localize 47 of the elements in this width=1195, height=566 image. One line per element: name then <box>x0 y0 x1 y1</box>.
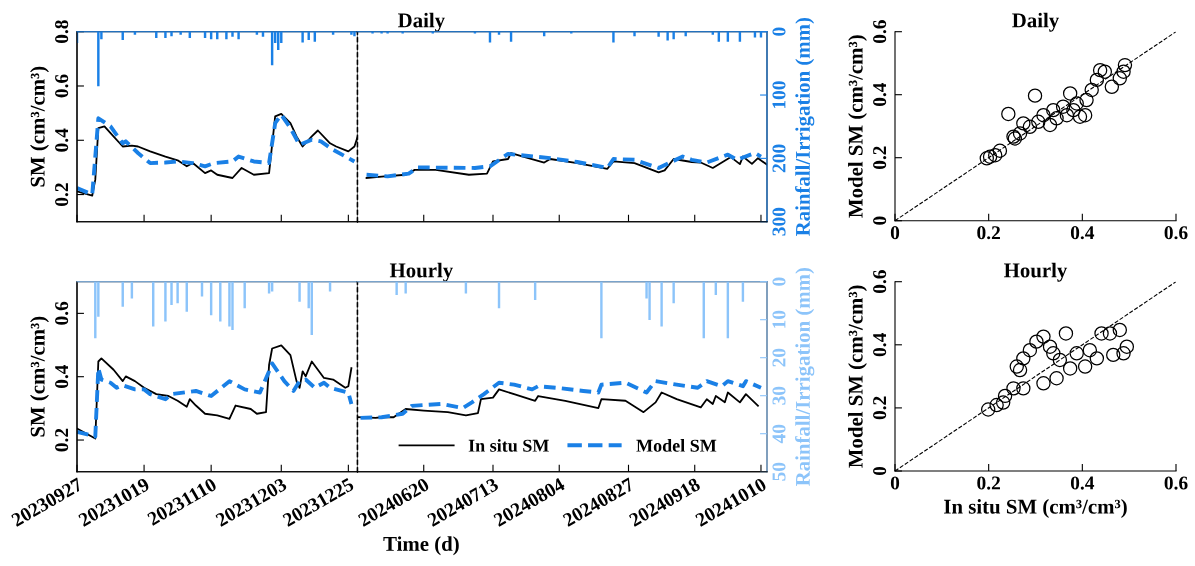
y-axis-title: Model SM (cm³/cm³) <box>848 35 867 218</box>
x-axis-title: In situ SM (cm³/cm³) <box>944 499 1127 518</box>
y-tick-label: 0.2 <box>55 183 69 206</box>
y-tick-label: 0.8 <box>55 20 69 44</box>
x-axis-title: Time (d) <box>383 536 459 556</box>
chart-title: Hourly <box>389 262 454 282</box>
y-axis-title: SM (cm³/cm³) <box>30 316 49 437</box>
y-tick-label: 0.2 <box>55 428 69 452</box>
y2-tick-label: 0 <box>772 27 786 36</box>
y-tick-label: 0.6 <box>55 74 69 98</box>
x-tick-label: 0.2 <box>977 476 1000 490</box>
y-tick-label: 0.6 <box>873 20 887 44</box>
x-tick-label: 0.6 <box>1164 226 1188 240</box>
x-tick-label: 0.4 <box>1070 476 1095 490</box>
y-tick-label: 0.6 <box>873 270 887 294</box>
chart-title: Hourly <box>1004 262 1068 282</box>
x-tick-label: 0.4 <box>1070 226 1095 240</box>
legend-label: In situ SM <box>468 439 549 452</box>
y2-tick-label: 30 <box>772 386 786 405</box>
y2-tick-label: 20 <box>772 348 786 367</box>
y-tick-label: 0.4 <box>55 128 69 152</box>
y2-axis-title: Rainfall/Irrigation (mm) <box>795 17 815 236</box>
y2-tick-label: 10 <box>772 310 786 328</box>
y2-tick-label: 0 <box>772 277 786 286</box>
x-tick-label: 0.6 <box>1164 476 1188 490</box>
y2-tick-label: 40 <box>772 424 786 444</box>
y-axis-title: SM (cm³/cm³) <box>30 66 49 187</box>
legend-label: Model SM <box>636 439 717 452</box>
chart-title: Daily <box>398 12 445 32</box>
x-tick-label: 0 <box>890 476 900 490</box>
x-tick-label: 0 <box>890 226 900 240</box>
y-tick-label: 0.4 <box>873 82 887 107</box>
x-tick-label: 0.2 <box>977 226 1000 240</box>
y-tick-label: 0.6 <box>55 301 69 325</box>
y2-tick-label: 200 <box>772 144 786 173</box>
chart-title: Daily <box>1012 12 1060 32</box>
y2-tick-label: 300 <box>772 207 786 236</box>
y2-tick-label: 50 <box>772 462 786 481</box>
y-tick-label: 0.2 <box>873 146 887 170</box>
y-tick-label: 0 <box>873 466 887 476</box>
y-tick-label: 0.4 <box>873 333 887 357</box>
y-tick-label: 0.4 <box>55 364 69 389</box>
y-tick-label: 0 <box>873 216 887 225</box>
y2-tick-label: 100 <box>772 81 786 109</box>
y2-axis-title: Rainfall/Irrigation (mm) <box>795 267 815 486</box>
y-axis-title: Model SM (cm³/cm³) <box>848 285 867 468</box>
y-tick-label: 0.2 <box>873 396 887 420</box>
